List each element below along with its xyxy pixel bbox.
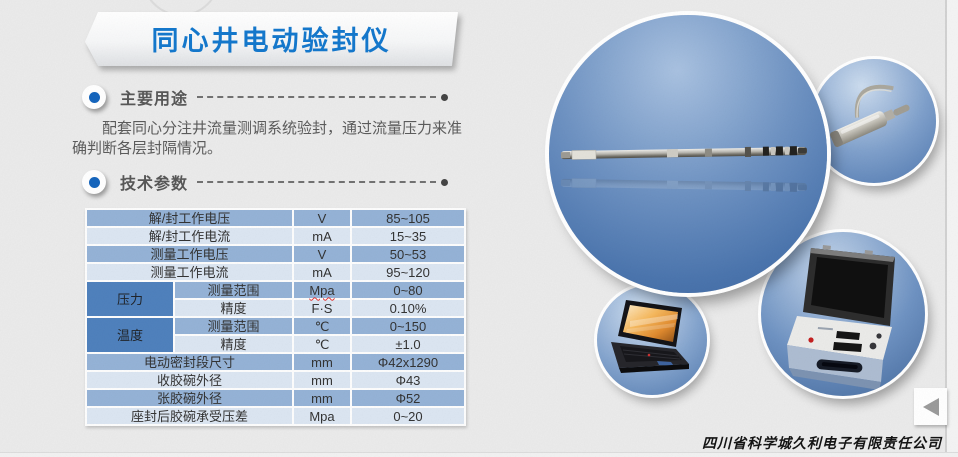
value-cell: 0~20 [352,408,464,424]
param-name-cell: 解/封工作电流 [87,228,292,244]
unit-cell: V [294,210,350,226]
table-row: 压力 测量范围 Mpa 0~80 [87,282,464,316]
value-cell: 15~35 [352,228,464,244]
unit-cell: V [294,246,350,262]
unit-cell: Mpa [294,282,350,298]
laptop-image [611,300,689,373]
param-name-cell: 收胶碗外径 [87,372,292,388]
unit-cell: mA [294,228,350,244]
page-title: 同心井电动验封仪 [151,25,392,56]
table-row: 解/封工作电压 V 85~105 [87,210,464,226]
usage-paragraph: 配套同心分注井流量测调系统验封，通过流量压力来准确判断各层封隔情况。 [72,120,463,157]
param-name-cell: 测量工作电流 [87,264,292,280]
param-name-cell: 测量工作电压 [87,246,292,262]
value-cell: 85~105 [352,210,464,226]
unit-cell: mm [294,354,350,370]
unit-cell: ℃ [294,318,350,334]
company-name: 四川省科学城久利电子有限责任公司 [702,436,942,452]
back-button[interactable] [914,388,947,425]
unit-cell: mm [294,372,350,388]
pressure-probe-image [830,84,910,147]
title-banner-ribbon: 同心井电动验封仪 [85,12,458,66]
section-usage-title: 主要用途 [120,91,189,108]
value-cell: Φ42x1290 [352,354,464,370]
param-group-cell: 温度 [87,318,173,352]
table-row: 座封后胶碗承受压差 Mpa 0~20 [87,408,464,424]
section-usage-header: 主要用途 [82,84,448,110]
bullet-dot-icon [88,91,100,103]
divider-end-dot [441,178,448,186]
unit-cell: F·S [294,300,350,316]
instrument-case-image [787,245,895,390]
bullet-icon [82,170,106,194]
probe-photo-circle [812,59,936,183]
section-specs-header: 技术参数 [82,169,448,195]
case-photo-circle [761,232,925,396]
table-row: 温度 测量范围 ℃ 0~150 [87,318,464,352]
param-name-cell: 精度 [175,300,292,316]
title-banner: 同心井电动验封仪 [85,12,458,66]
unit-cell: Mpa [294,408,350,424]
table-row: 张胶碗外径 mm Φ52 [87,390,464,406]
param-name-cell: 座封后胶碗承受压差 [87,408,292,424]
param-name-cell: 张胶碗外径 [87,390,292,406]
value-cell: ±1.0 [352,336,464,352]
divider-end-dot [441,93,448,101]
bullet-dot-icon [88,176,100,188]
value-cell: Φ52 [352,390,464,406]
downhole-tool-image [560,146,808,193]
unit-cell: mA [294,264,350,280]
dashed-divider [197,181,436,183]
unit-cell: ℃ [294,336,350,352]
laptop-photo-circle [597,285,707,395]
value-cell: 0~150 [352,318,464,334]
table-row: 电动密封段尺寸 mm Φ42x1290 [87,354,464,370]
param-name-cell: 解/封工作电压 [87,210,292,226]
param-name-cell: 测量范围 [175,318,292,334]
param-name-cell: 测量范围 [175,282,292,298]
table-row: 解/封工作电流 mA 15~35 [87,228,464,244]
param-name-cell: 精度 [175,336,292,352]
slide-right-margin [947,0,958,457]
table-row: 测量工作电流 mA 95~120 [87,264,464,280]
value-cell: 95~120 [352,264,464,280]
value-cell: Φ43 [352,372,464,388]
table-row: 收胶碗外径 mm Φ43 [87,372,464,388]
section-specs-title: 技术参数 [120,176,189,193]
param-group-cell: 压力 [87,282,173,316]
unit-cell: mm [294,390,350,406]
dashed-divider [197,96,436,98]
value-cell: 0~80 [352,282,464,298]
param-name-cell: 电动密封段尺寸 [87,354,292,370]
value-cell: 50~53 [352,246,464,262]
value-cell: 0.10% [352,300,464,316]
bullet-icon [82,85,106,109]
table-row: 测量工作电压 V 50~53 [87,246,464,262]
tool-photo-circle [549,15,827,293]
back-arrow-icon [922,397,939,416]
spec-table: 解/封工作电压 V 85~105 解/封工作电流 mA 15~35 测量工作电压… [85,208,466,426]
